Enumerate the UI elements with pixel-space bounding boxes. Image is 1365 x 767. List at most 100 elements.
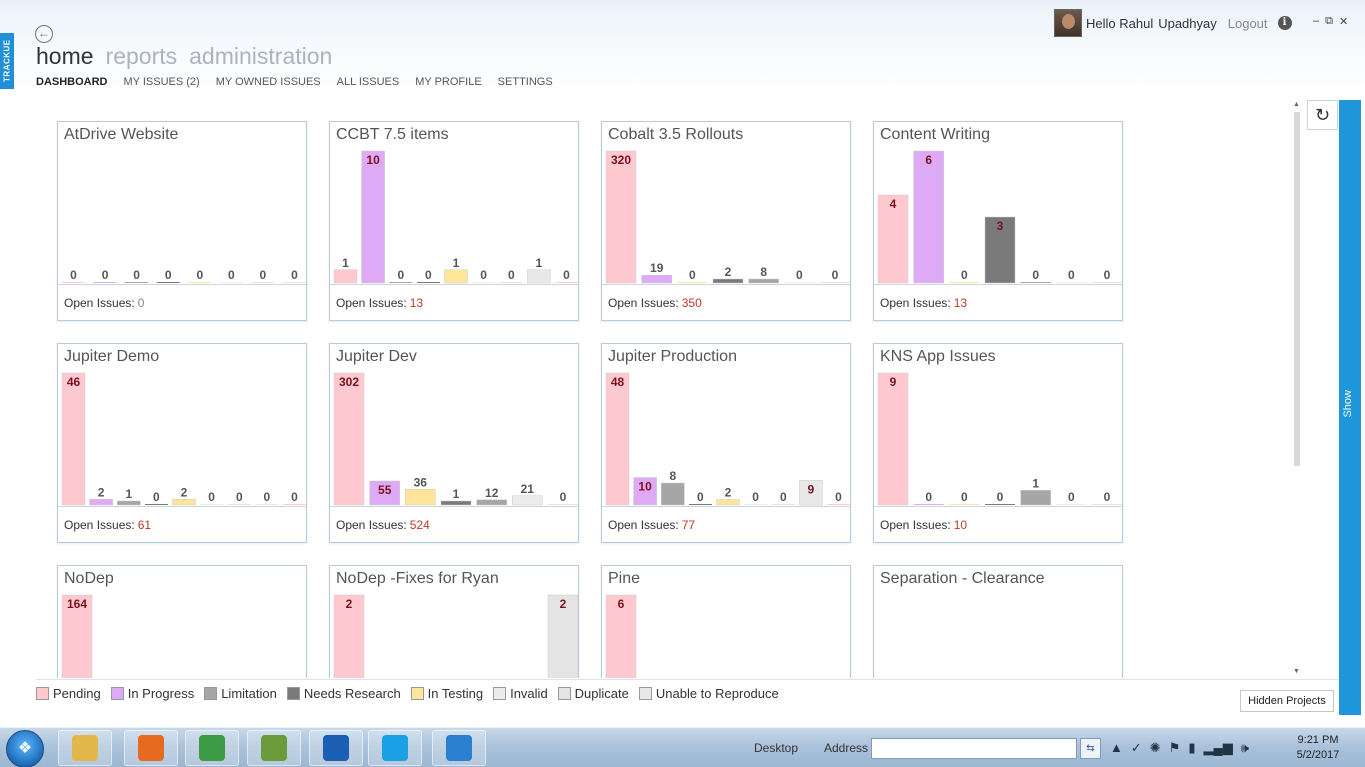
status-bar[interactable]: [251, 282, 275, 283]
project-title[interactable]: CCBT 7.5 items: [336, 126, 449, 143]
hidden-projects-button[interactable]: Hidden Projects: [1240, 690, 1334, 712]
tray-tasks-icon[interactable]: ✓: [1130, 740, 1142, 755]
open-issues-count[interactable]: 350: [681, 296, 702, 310]
status-bar[interactable]: [985, 504, 1015, 505]
status-bar[interactable]: [784, 282, 815, 283]
status-bar[interactable]: [555, 282, 578, 283]
status-bar[interactable]: [283, 504, 306, 505]
status-bar[interactable]: [1020, 490, 1051, 506]
project-card[interactable]: 6 Pine: [601, 565, 851, 678]
project-title[interactable]: Cobalt 3.5 Rollouts: [608, 126, 744, 143]
project-card[interactable]: 46 2 1 0 2 0 0 0 0 Jupiter Demo Open Issues: 61: [57, 343, 307, 543]
status-bar[interactable]: [476, 499, 507, 506]
signal-icon[interactable]: ▂▄▆: [1203, 740, 1233, 755]
taskbar-app-button[interactable]: [368, 730, 422, 766]
taskbar-app-button[interactable]: [58, 730, 112, 766]
status-bar[interactable]: [712, 278, 744, 284]
status-bar[interactable]: [361, 150, 385, 284]
status-bar[interactable]: [369, 480, 400, 506]
open-issues-count[interactable]: 61: [137, 518, 152, 532]
status-bar[interactable]: [89, 499, 113, 506]
address-go-icon[interactable]: ⇆: [1080, 738, 1101, 759]
status-bar[interactable]: [913, 150, 944, 284]
status-bar[interactable]: [748, 278, 779, 284]
taskbar-app-button[interactable]: [247, 730, 301, 766]
avatar[interactable]: [1054, 9, 1082, 37]
open-issues-count[interactable]: 524: [409, 518, 430, 532]
status-bar[interactable]: [527, 269, 551, 284]
status-bar[interactable]: [633, 477, 657, 506]
status-bar[interactable]: [333, 372, 365, 506]
project-title[interactable]: AtDrive Website: [64, 126, 179, 143]
project-title[interactable]: KNS App Issues: [880, 348, 996, 365]
status-bar[interactable]: [547, 594, 579, 678]
status-bar[interactable]: [716, 499, 740, 506]
close-icon[interactable]: ✕: [1338, 16, 1349, 28]
desktop-toolbar-label[interactable]: Desktop: [754, 741, 799, 755]
tab-my-issues[interactable]: MY ISSUES (2): [123, 76, 200, 88]
project-card[interactable]: 48 10 8 0 2 0 0 9 0 Jupiter Production Open Issues…: [601, 343, 851, 543]
taskbar-app-button[interactable]: [185, 730, 239, 766]
status-bar[interactable]: [1092, 282, 1122, 283]
status-bar[interactable]: [984, 216, 1016, 284]
status-bar[interactable]: [688, 504, 712, 505]
status-bar[interactable]: [827, 504, 850, 505]
scrollbar-thumb[interactable]: [1294, 112, 1300, 466]
status-bar[interactable]: [877, 194, 909, 284]
status-bar[interactable]: [605, 594, 637, 678]
project-title[interactable]: Separation - Clearance: [880, 570, 1045, 587]
status-bar[interactable]: [172, 499, 196, 506]
project-title[interactable]: NoDep -Fixes for Ryan: [336, 570, 499, 587]
project-title[interactable]: NoDep: [64, 570, 114, 587]
status-bar[interactable]: [255, 504, 279, 505]
status-bar[interactable]: [499, 282, 523, 283]
status-bar[interactable]: [333, 594, 365, 678]
status-bar[interactable]: [641, 274, 672, 284]
project-card[interactable]: 302 55 36 1 12 21 0 Jupiter Dev Open Issues: 524: [329, 343, 579, 543]
status-bar[interactable]: [156, 282, 180, 283]
project-card[interactable]: 9 0 0 0 1 0 0 KNS App Issues Open Issues: 10: [873, 343, 1123, 543]
project-card[interactable]: 1 10 0 0 1 0 0 1 0 CCBT 7.5 items Open Issues: 13: [329, 121, 579, 321]
status-bar[interactable]: [405, 489, 436, 506]
tab-all-issues[interactable]: ALL ISSUES: [336, 76, 400, 88]
status-bar[interactable]: [512, 495, 543, 506]
status-bar[interactable]: [219, 282, 243, 283]
project-title[interactable]: Jupiter Demo: [64, 348, 160, 365]
tab-dashboard[interactable]: DASHBOARD: [36, 76, 108, 88]
tab-my-owned-issues[interactable]: MY OWNED ISSUES: [215, 76, 321, 88]
clock[interactable]: 9:21 PM 5/2/2017: [1290, 733, 1346, 763]
project-card[interactable]: 4 6 0 3 0 0 0 Content Writing Open Issues: 13: [873, 121, 1123, 321]
project-title[interactable]: Jupiter Dev: [336, 348, 417, 365]
taskbar-app-button[interactable]: [124, 730, 178, 766]
show-panel-toggle[interactable]: Show: [1339, 100, 1361, 715]
status-bar[interactable]: [605, 150, 637, 284]
project-card[interactable]: 0 0 0 0 0 0 0 0 AtDrive Website Open Issues: 0: [57, 121, 307, 321]
project-title[interactable]: Jupiter Production: [608, 348, 737, 365]
status-bar[interactable]: [440, 500, 472, 506]
tab-my-profile[interactable]: MY PROFILE: [415, 76, 482, 88]
open-issues-count[interactable]: 13: [953, 296, 968, 310]
status-bar[interactable]: [771, 504, 795, 505]
status-bar[interactable]: [188, 282, 212, 283]
restore-icon[interactable]: ⧉: [1325, 15, 1333, 27]
scroll-up-icon[interactable]: ▲: [1293, 101, 1300, 108]
project-title[interactable]: Content Writing: [880, 126, 990, 143]
status-bar[interactable]: [661, 482, 685, 506]
status-bar[interactable]: [444, 269, 468, 284]
status-bar[interactable]: [61, 372, 86, 506]
project-card[interactable]: 164 NoDep: [57, 565, 307, 678]
taskbar-app-button[interactable]: [309, 730, 363, 766]
status-bar[interactable]: [744, 504, 768, 505]
status-bar[interactable]: [227, 504, 251, 505]
nav-home[interactable]: home: [36, 43, 94, 69]
status-bar[interactable]: [144, 504, 168, 505]
tray-network-settings-icon[interactable]: ✺: [1149, 740, 1161, 755]
status-bar[interactable]: [333, 269, 358, 284]
minimize-icon[interactable]: –: [1313, 15, 1320, 27]
open-issues-count[interactable]: 10: [953, 518, 968, 532]
status-bar[interactable]: [820, 282, 850, 283]
status-bar[interactable]: [949, 282, 980, 283]
status-bar[interactable]: [62, 282, 85, 283]
status-bar[interactable]: [61, 594, 93, 678]
status-bar[interactable]: [125, 282, 149, 283]
